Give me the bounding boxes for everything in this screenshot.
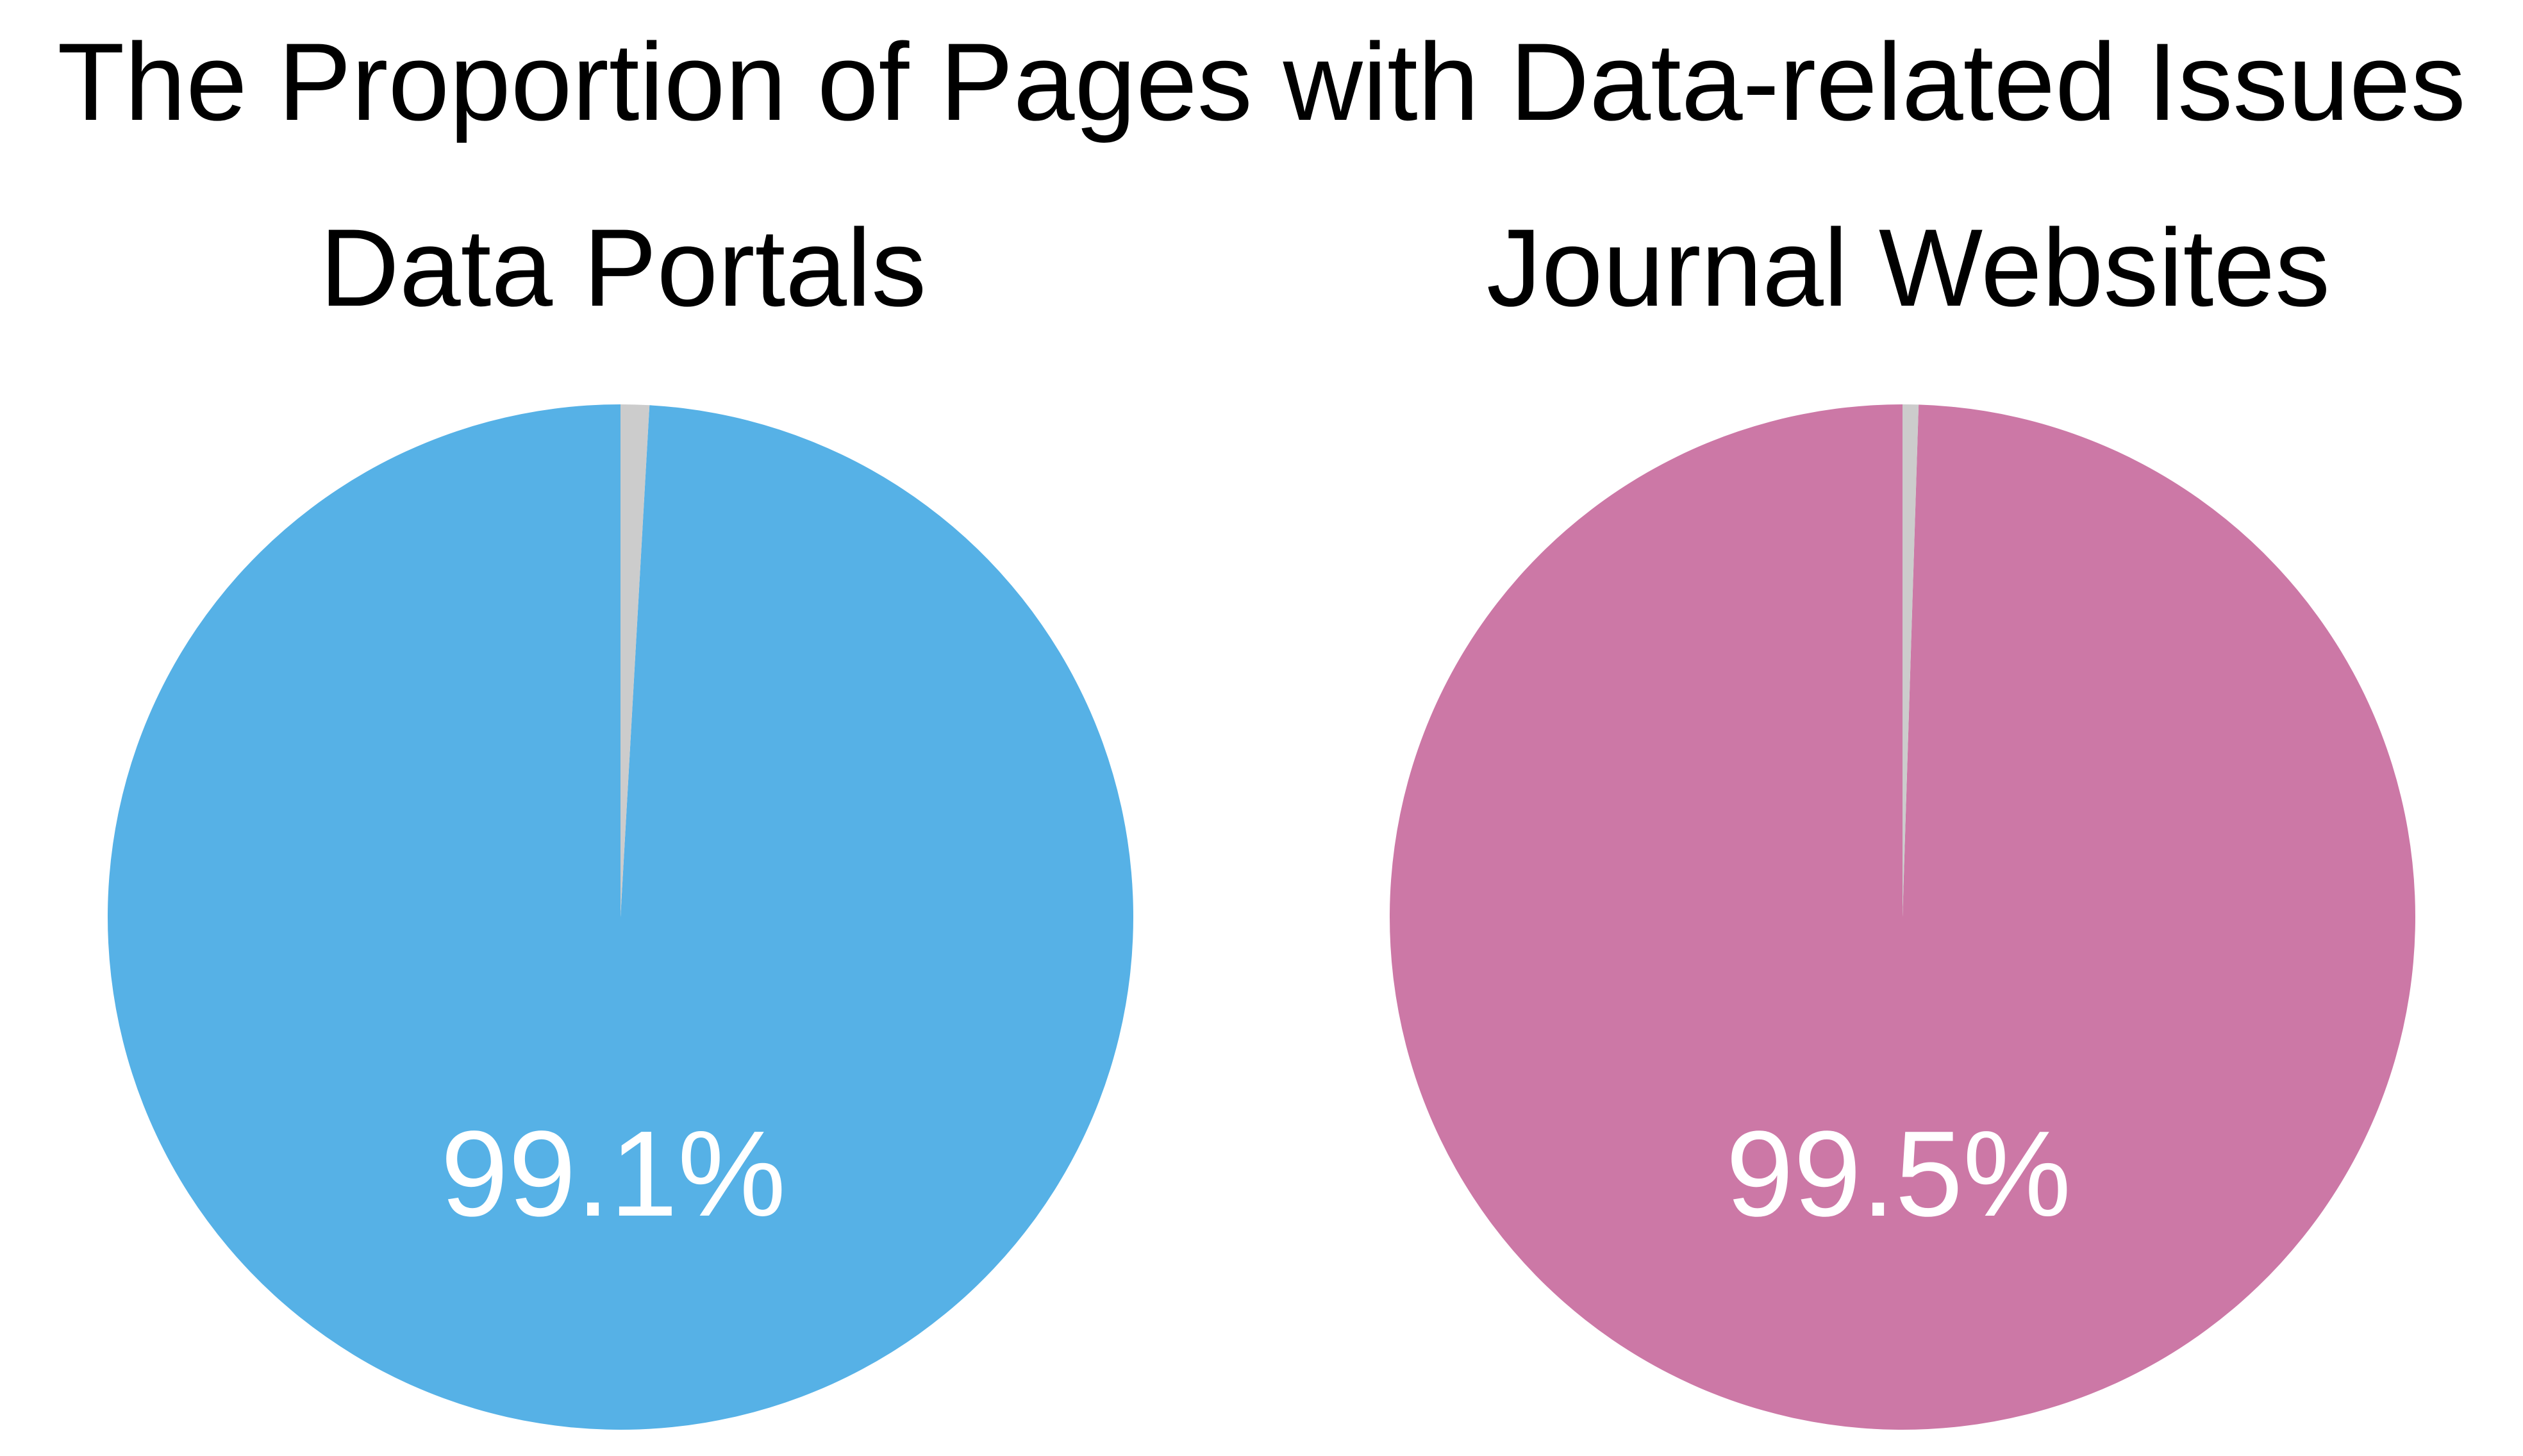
pie-slice-journal-websites-0 — [1389, 404, 2415, 1430]
pie-label-journal-websites: 99.5% — [1726, 1106, 2071, 1242]
pie-title-journal-websites: Journal Websites — [1486, 206, 2331, 329]
pie-label-data-portals: 99.1% — [440, 1106, 786, 1242]
figure-title: The Proportion of Pages with Data-relate… — [57, 21, 2466, 144]
pie-slice-data-portals-0 — [108, 404, 1134, 1430]
pie-slice-journal-websites-1 — [1903, 404, 1919, 917]
pie-title-data-portals: Data Portals — [319, 206, 927, 329]
pie-slice-data-portals-1 — [620, 404, 650, 917]
